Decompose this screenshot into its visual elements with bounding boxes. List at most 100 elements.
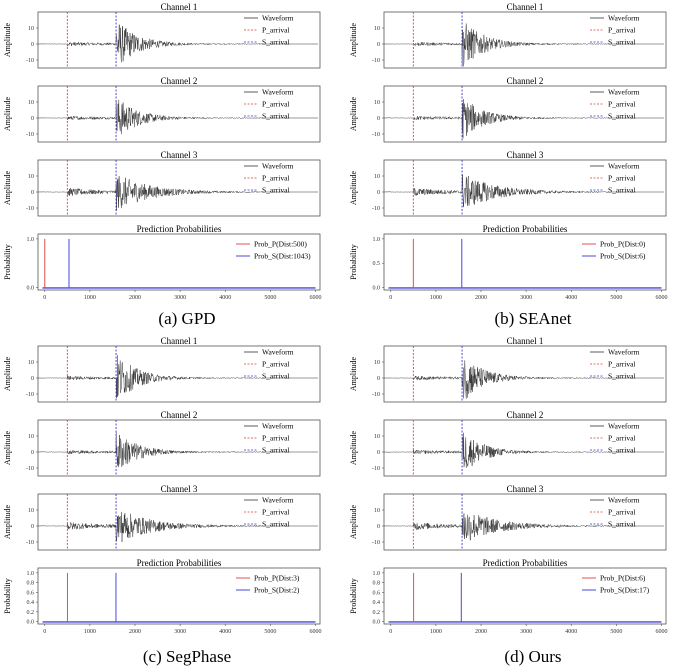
x-tick-label: 2000 bbox=[475, 629, 487, 635]
axes-frame bbox=[37, 493, 321, 551]
y-tick-label: 0.6 bbox=[27, 590, 35, 596]
axes-frame bbox=[37, 567, 321, 625]
y-tick-label: 0 bbox=[31, 524, 34, 530]
y-tick-label: 10 bbox=[28, 360, 34, 366]
legend-label: S_arrival bbox=[262, 372, 290, 381]
x-tick-label: 6000 bbox=[655, 629, 667, 635]
y-tick-label: 0.4 bbox=[373, 600, 381, 606]
y-tick-label: 0 bbox=[377, 450, 380, 456]
chart-panel: Channel 1 Amplitude 10 0 -10 Waveform P_arriva… bbox=[3, 336, 321, 666]
y-axis-label: Probability bbox=[349, 578, 358, 614]
x-tick-label: 5000 bbox=[264, 295, 276, 301]
legend-label: P_arrival bbox=[608, 434, 636, 443]
x-tick-label: 5000 bbox=[610, 295, 622, 301]
axes-frame bbox=[37, 85, 321, 143]
y-tick-label: -10 bbox=[26, 132, 34, 138]
channel-plot: Channel 2 Amplitude 10 0 -10 Waveform P_arriva… bbox=[3, 410, 321, 477]
y-tick-label: 10 bbox=[28, 508, 34, 514]
axes-frame bbox=[383, 493, 667, 551]
y-tick-label: 0 bbox=[377, 376, 380, 382]
waveform-line bbox=[384, 360, 610, 399]
x-tick-label: 3000 bbox=[174, 295, 186, 301]
legend-label: Waveform bbox=[262, 14, 294, 23]
axes-frame bbox=[37, 233, 321, 291]
y-tick-label: 0 bbox=[31, 116, 34, 122]
x-tick-label: 3000 bbox=[520, 295, 532, 301]
legend-label: S_arrival bbox=[608, 186, 636, 195]
legend-label: S_arrival bbox=[608, 446, 636, 455]
y-tick-label: 0 bbox=[377, 190, 380, 196]
y-tick-label: 0 bbox=[377, 42, 380, 48]
y-tick-label: 0 bbox=[31, 450, 34, 456]
channel-title: Channel 2 bbox=[161, 410, 198, 420]
legend-label: Waveform bbox=[262, 348, 294, 357]
axes-frame bbox=[383, 233, 667, 291]
y-tick-label: 0.0 bbox=[373, 286, 381, 292]
y-axis-label: Amplitude bbox=[349, 504, 358, 539]
legend-label: Waveform bbox=[262, 496, 294, 505]
x-tick-label: 6000 bbox=[655, 295, 667, 301]
panel-caption: (c) SegPhase bbox=[143, 647, 231, 666]
legend-label: Waveform bbox=[608, 88, 640, 97]
legend-label: S_arrival bbox=[608, 38, 636, 47]
waveform-line bbox=[37, 99, 264, 135]
legend-label: P_arrival bbox=[262, 434, 290, 443]
y-axis-label: Amplitude bbox=[349, 430, 358, 465]
probability-plot: Prediction Probabilities Probability 1.0 0.… bbox=[349, 558, 667, 635]
y-tick-label: 0.6 bbox=[373, 590, 381, 596]
legend-label: S_arrival bbox=[262, 520, 290, 529]
y-axis-label: Probability bbox=[3, 244, 12, 280]
legend-label: Prob_S(Dist:1043) bbox=[254, 252, 311, 261]
x-tick-label: 3000 bbox=[174, 629, 186, 635]
probability-title: Prediction Probabilities bbox=[137, 224, 222, 234]
legend-label: S_arrival bbox=[608, 520, 636, 529]
legend-label: Prob_P(Dist:3) bbox=[254, 574, 300, 583]
legend-label: S_arrival bbox=[262, 112, 290, 121]
y-tick-label: 0.0 bbox=[27, 620, 35, 626]
y-tick-label: -10 bbox=[372, 58, 380, 64]
y-axis-label: Probability bbox=[349, 244, 358, 280]
legend-label: S_arrival bbox=[262, 186, 290, 195]
legend-label: P_arrival bbox=[262, 174, 290, 183]
waveform-line bbox=[37, 176, 264, 211]
legend-label: S_arrival bbox=[262, 38, 290, 47]
channel-title: Channel 1 bbox=[507, 2, 544, 12]
axes-frame bbox=[383, 159, 667, 217]
waveform-line bbox=[37, 355, 264, 399]
channel-plot: Channel 1 Amplitude 10 0 -10 Waveform P_arriva… bbox=[3, 2, 321, 69]
legend-label: P_arrival bbox=[608, 360, 636, 369]
x-tick-label: 6000 bbox=[309, 629, 321, 635]
x-tick-label: 2000 bbox=[475, 295, 487, 301]
channel-plot: Channel 2 Amplitude 10 0 -10 Waveform P_arriva… bbox=[3, 76, 321, 143]
legend-label: Prob_S(Dist:6) bbox=[600, 252, 646, 261]
y-tick-label: 0 bbox=[377, 524, 380, 530]
y-tick-label: 0 bbox=[377, 116, 380, 122]
x-tick-label: 1000 bbox=[84, 629, 96, 635]
waveform-line bbox=[37, 511, 264, 542]
y-axis-label: Amplitude bbox=[349, 96, 358, 131]
legend-label: Waveform bbox=[608, 422, 640, 431]
y-axis-label: Amplitude bbox=[3, 96, 12, 131]
y-axis-label: Amplitude bbox=[3, 356, 12, 391]
legend-label: P_arrival bbox=[262, 26, 290, 35]
x-tick-label: 4000 bbox=[219, 629, 231, 635]
y-tick-label: -10 bbox=[372, 132, 380, 138]
legend-label: Waveform bbox=[262, 422, 294, 431]
y-tick-label: 0 bbox=[31, 190, 34, 196]
waveform-line bbox=[383, 99, 610, 139]
y-tick-label: 10 bbox=[374, 174, 380, 180]
y-tick-label: 1.0 bbox=[27, 571, 35, 577]
panel-caption: (d) Ours bbox=[504, 647, 561, 666]
x-tick-label: 4000 bbox=[219, 295, 231, 301]
legend-label: P_arrival bbox=[262, 100, 290, 109]
probability-plot: Prediction Probabilities Probability 1.0 0.… bbox=[349, 224, 667, 301]
y-tick-label: 10 bbox=[28, 100, 34, 106]
legend-label: Waveform bbox=[608, 14, 640, 23]
chart-panel: Channel 1 Amplitude 10 0 -10 Waveform P_arriva… bbox=[349, 2, 667, 328]
axes-frame bbox=[37, 345, 321, 403]
y-axis-label: Amplitude bbox=[3, 22, 12, 57]
channel-plot: Channel 3 Amplitude 10 0 -10 Waveform P_arriva… bbox=[3, 150, 321, 217]
x-tick-label: 0 bbox=[43, 629, 46, 635]
x-tick-label: 0 bbox=[43, 295, 46, 301]
